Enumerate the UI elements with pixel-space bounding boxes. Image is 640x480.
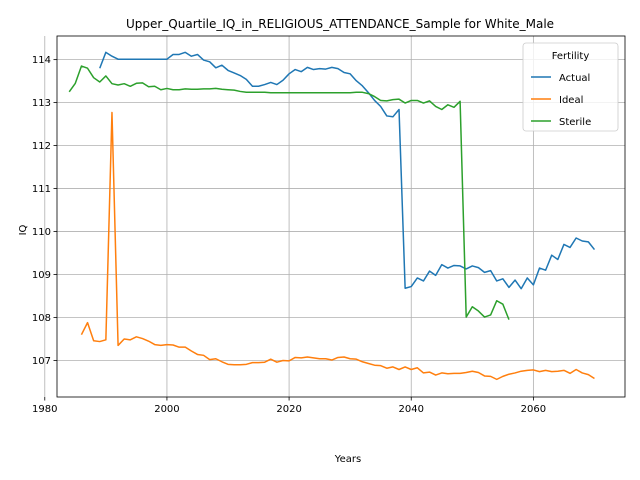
y-tick-label: 113 — [32, 98, 51, 109]
series-layer — [68, 51, 596, 381]
y-tick-label: 114 — [32, 55, 51, 66]
y-tick-label: 112 — [32, 141, 51, 152]
x-axis-label: Years — [334, 454, 361, 465]
y-tick-label: 107 — [32, 356, 51, 367]
y-tick-label: 111 — [32, 184, 51, 195]
axis-ticks: 1980 2000 2020 2040 2060 107 108 109 110 111 112 11… — [32, 55, 546, 415]
x-tick-label: 1980 — [32, 404, 57, 415]
y-tick-label: 110 — [32, 227, 51, 238]
chart-title: Upper_Quartile_IQ_in_RELIGIOUS_ATTENDANC… — [126, 17, 554, 31]
series-line-sterile — [68, 65, 510, 320]
grid-lines — [44, 36, 625, 397]
legend-label-actual: Actual — [559, 73, 590, 84]
y-tick-label: 109 — [32, 270, 51, 281]
legend-label-sterile: Sterile — [559, 117, 591, 128]
x-tick-label: 2060 — [521, 404, 546, 415]
y-axis-label: IQ — [18, 224, 29, 235]
legend-label-ideal: Ideal — [559, 95, 583, 106]
legend-box — [522, 42, 619, 132]
legend: Fertility Actual Ideal Sterile — [522, 42, 619, 132]
x-tick-label: 2040 — [399, 404, 424, 415]
x-tick-label: 2020 — [276, 404, 301, 415]
x-tick-label: 2000 — [154, 404, 179, 415]
series-line-ideal — [80, 111, 595, 381]
plot-frame — [56, 35, 626, 398]
legend-title: Fertility — [552, 51, 590, 62]
series-line-actual — [99, 51, 596, 290]
y-tick-label: 108 — [32, 313, 51, 324]
